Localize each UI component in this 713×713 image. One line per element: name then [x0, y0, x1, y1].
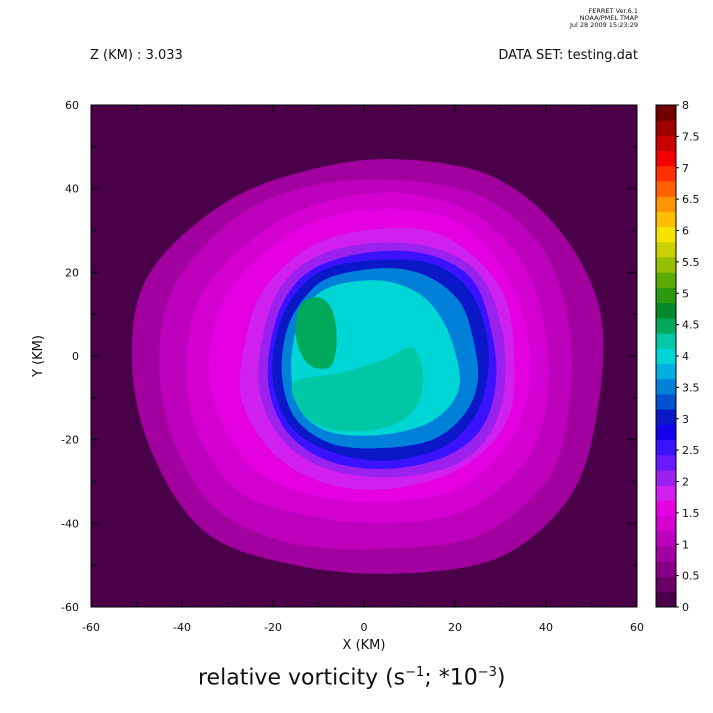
- colorbar-swatch: [656, 454, 676, 471]
- y-axis-label: Y (KM): [31, 335, 46, 378]
- colorbar-swatch: [656, 272, 676, 288]
- colorbar-label: 7: [682, 162, 689, 175]
- colorbar-swatch: [656, 394, 676, 410]
- variable-label-middle: ; *10: [424, 665, 478, 691]
- colorbar-label: 5: [682, 287, 689, 300]
- x-axis-label: X (KM): [343, 638, 386, 653]
- colorbar-swatch: [656, 546, 676, 562]
- colorbar-swatch: [656, 317, 676, 334]
- colorbar-label: 6.5: [682, 193, 700, 206]
- colorbar-swatch: [656, 105, 676, 121]
- colorbar-label: 4: [682, 350, 689, 363]
- colorbar-swatch: [656, 591, 676, 608]
- colorbar-swatch: [656, 561, 676, 577]
- colorbar-label: 5.5: [682, 256, 700, 269]
- program-version: FERRET Ver.6.1: [588, 7, 638, 15]
- colorbar-swatch: [656, 226, 676, 243]
- x-tick-label: -60: [82, 621, 100, 634]
- colorbar-label: 2.5: [682, 444, 700, 457]
- colorbar-label: 6: [682, 225, 689, 238]
- y-tick-label: 0: [72, 350, 79, 363]
- colorbar-swatch: [656, 302, 676, 319]
- colorbar: 0 0.5 1 1.5 2 2.5 3 3.5 4 4.5 5 5.5 6 6.5 7 7.5 8: [655, 99, 700, 614]
- colorbar-swatch: [656, 348, 676, 365]
- x-tick-label: 60: [630, 621, 644, 634]
- y-tick-label: 40: [65, 183, 79, 196]
- contour-level-11: [295, 297, 337, 369]
- y-tick-label: -40: [61, 517, 79, 530]
- colorbar-label: 3: [682, 413, 689, 426]
- variable-label-suffix: ): [496, 665, 506, 691]
- variable-label-exp2: −3: [477, 665, 497, 680]
- colorbar-swatch: [656, 439, 676, 456]
- colorbar-swatch: [656, 257, 676, 273]
- y-tick-label: -60: [61, 601, 79, 614]
- colorbar-swatch: [656, 287, 676, 304]
- variable-label: relative vorticity (s−1; *10−3): [198, 665, 505, 690]
- variable-label-exp1: −1: [405, 665, 425, 680]
- x-tick-label: -20: [264, 621, 282, 634]
- y-tick-label: -20: [61, 434, 79, 447]
- colorbar-swatch: [656, 165, 676, 182]
- organization: NOAA/PMEL TMAP: [579, 14, 638, 22]
- colorbar-label: 2: [682, 476, 689, 489]
- colorbar-swatch: [656, 576, 676, 593]
- colorbar-label: 1.5: [682, 507, 700, 520]
- x-tick-label: 20: [448, 621, 462, 634]
- colorbar-swatch: [656, 500, 676, 517]
- timestamp: Jul 28 2009 15:23:29: [569, 21, 638, 29]
- contour-field: [91, 105, 637, 607]
- colorbar-swatch: [656, 363, 676, 380]
- colorbar-swatch: [656, 150, 676, 167]
- colorbar-label: 3.5: [682, 381, 700, 394]
- colorbar-swatch: [656, 424, 676, 441]
- colorbar-swatch: [656, 409, 676, 425]
- colorbar-swatch: [656, 196, 676, 212]
- axes: -60 -40 -20 0 20 40 60 -60 -40 -20 0 20 40 60 X (KM) Y …: [31, 99, 644, 653]
- colorbar-swatch: [656, 211, 676, 228]
- contour-level-10: [291, 347, 424, 432]
- y-tick-label: 60: [65, 99, 79, 112]
- colorbar-swatch: [656, 515, 676, 532]
- colorbar-swatch: [656, 378, 676, 395]
- colorbar-label: 1: [682, 538, 689, 551]
- colorbar-label: 8: [682, 99, 689, 112]
- y-tick-label: 20: [65, 266, 79, 279]
- x-tick-label: 0: [361, 621, 368, 634]
- colorbar-label: 4.5: [682, 319, 700, 332]
- x-tick-label: -40: [173, 621, 191, 634]
- colorbar-label: 0.5: [682, 570, 700, 583]
- dataset-label: DATA SET: testing.dat: [498, 48, 638, 63]
- colorbar-label: 0: [682, 601, 689, 614]
- colorbar-label: 7.5: [682, 130, 700, 143]
- colorbar-swatch: [656, 530, 676, 547]
- colorbar-swatch: [656, 241, 676, 258]
- colorbar-swatch: [656, 135, 676, 152]
- ferret-stamp: FERRET Ver.6.1 NOAA/PMEL TMAP Jul 28 200…: [570, 8, 638, 29]
- variable-label-prefix: relative vorticity (s: [198, 665, 406, 691]
- x-tick-label: 40: [539, 621, 553, 634]
- z-level-label: Z (KM) : 3.033: [90, 48, 183, 63]
- colorbar-swatch: [656, 181, 676, 197]
- colorbar-swatch: [656, 120, 676, 136]
- colorbar-swatch: [656, 485, 676, 501]
- colorbar-swatch: [656, 470, 676, 486]
- colorbar-swatch: [656, 333, 676, 349]
